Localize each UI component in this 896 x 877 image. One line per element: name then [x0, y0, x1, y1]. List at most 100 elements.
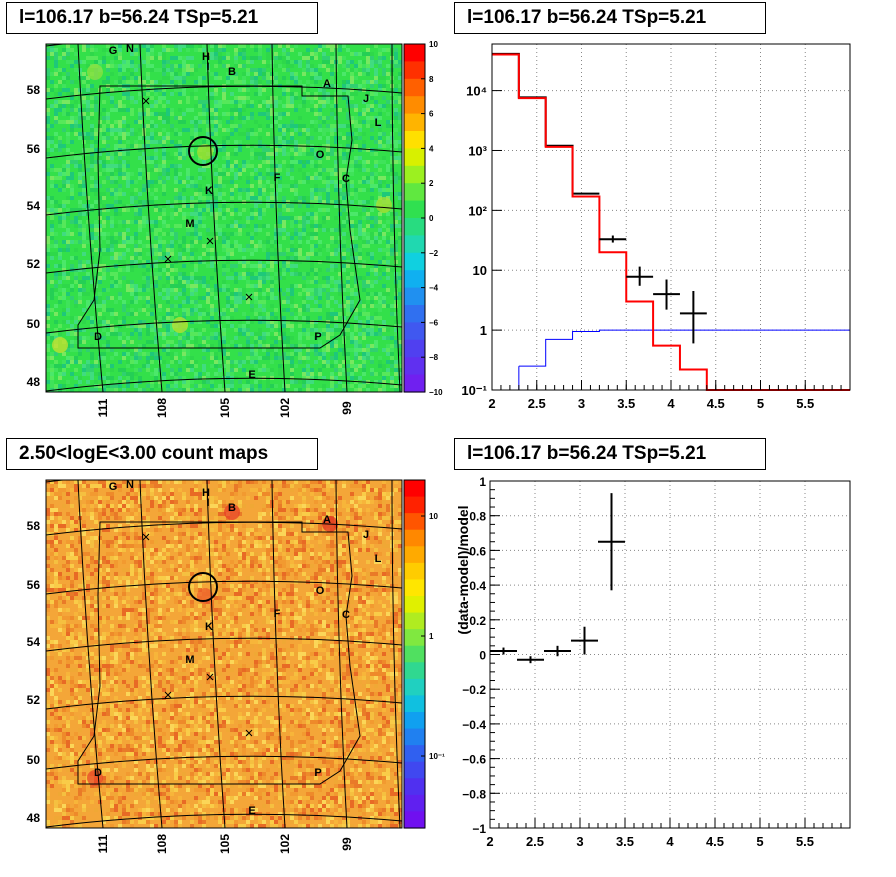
source-label: P	[314, 767, 321, 779]
colorbar-segment	[404, 288, 425, 306]
y-tick-label: 0.8	[469, 510, 486, 524]
y-tick-label: 0.4	[469, 579, 486, 593]
x-tick-label: 5.5	[796, 834, 814, 849]
lat-tick-label: 54	[27, 635, 41, 649]
source-label: J	[363, 93, 369, 105]
source-label: A	[323, 514, 331, 526]
colorbar-segment	[404, 148, 425, 166]
source-label: O	[316, 585, 325, 597]
y-tick-label: 10⁻¹	[461, 383, 487, 398]
lon-tick-label: 102	[278, 398, 292, 418]
source-label: F	[274, 172, 281, 184]
y-tick-label: 1	[479, 475, 486, 489]
x-tick-label: 5	[757, 396, 764, 411]
colorbar-segment	[404, 530, 425, 547]
colorbar-segment	[404, 662, 425, 679]
source-label: M	[185, 654, 194, 666]
lat-tick-label: 48	[27, 375, 41, 389]
y-tick-label: −0.2	[462, 683, 486, 697]
source-label: L	[375, 117, 382, 129]
colorbar-segment	[404, 596, 425, 613]
lat-tick-label: 52	[27, 257, 41, 271]
grid	[492, 44, 850, 390]
lon-tick-label: 111	[96, 834, 110, 853]
x-tick-label: 4.5	[707, 396, 725, 411]
x-tick-label: 3	[578, 396, 585, 411]
colorbar-segment	[404, 322, 425, 340]
colorbar-tick-label: 2	[429, 179, 434, 188]
lat-tick-label: 50	[27, 317, 41, 331]
y-tick-label: 0	[479, 649, 486, 663]
y-tick-label: −0.6	[462, 753, 486, 767]
colorbar-segment	[404, 745, 425, 762]
y-tick-label: 10³	[468, 143, 487, 158]
hot-spot	[172, 317, 188, 333]
source-label: C	[342, 609, 350, 621]
lat-tick-label: 56	[27, 578, 41, 592]
lon-tick-label: 105	[218, 398, 232, 418]
colorbar-tick-label: 10	[429, 40, 438, 49]
x-tick-label: 5.5	[796, 396, 814, 411]
colorbar-tick-label: 10⁻¹	[429, 752, 445, 761]
ts-map-title: l=106.17 b=56.24 TSp=5.21	[6, 2, 318, 34]
colorbar-segment	[404, 166, 425, 184]
colorbar-segment	[404, 579, 425, 596]
x-tick-label: 2	[486, 834, 493, 849]
y-tick-label: 1	[480, 323, 487, 338]
source-label: A	[323, 78, 331, 90]
source-label: B	[228, 66, 236, 78]
colorbar-tick-label: −2	[429, 249, 439, 258]
colorbar-segment	[404, 235, 425, 253]
source-label: K	[205, 185, 213, 197]
lon-tick-label: 102	[278, 834, 292, 854]
y-tick-label: 10²	[468, 203, 487, 218]
source-label: B	[228, 502, 236, 514]
lon-tick-label: 99	[340, 837, 354, 851]
colorbar-segment	[404, 480, 425, 497]
colorbar-segment	[404, 778, 425, 795]
colorbar-segment	[404, 96, 425, 114]
y-tick-label: −0.8	[462, 787, 486, 801]
colorbar-segment	[404, 375, 425, 393]
y-tick-label: −0.4	[462, 718, 486, 732]
hot-spot	[376, 197, 392, 213]
lon-tick-label: 108	[155, 834, 169, 854]
source-label: D	[94, 767, 102, 779]
colorbar-segment	[404, 253, 425, 271]
x-tick-label: 2	[488, 396, 495, 411]
lon-tick-label: 105	[218, 834, 232, 854]
source-label: F	[274, 608, 281, 620]
colorbar-segment	[404, 679, 425, 696]
source-label: P	[314, 331, 321, 343]
residual-title: l=106.17 b=56.24 TSp=5.21	[454, 438, 766, 470]
colorbar-tick-label: −6	[429, 318, 439, 327]
colorbar-tick-label: −10	[429, 388, 443, 397]
colorbar-tick-label: 1	[429, 632, 434, 641]
x-tick-label: 3	[576, 834, 583, 849]
y-tick-label: 0.2	[469, 614, 486, 628]
colorbar-segment	[404, 497, 425, 514]
lat-tick-label: 58	[27, 83, 41, 97]
colorbar-segment	[404, 762, 425, 779]
colorbar-segment	[404, 795, 425, 812]
y-tick-label: 10⁴	[466, 84, 487, 99]
colorbar-segment	[404, 811, 425, 828]
source-label: L	[375, 553, 382, 565]
x-tick-label: 3.5	[616, 834, 634, 849]
colorbar-segment	[404, 695, 425, 712]
colorbar-segment	[404, 183, 425, 201]
count-map-title: 2.50<logE<3.00 count maps	[6, 438, 318, 470]
source-label: G	[109, 481, 118, 493]
colorbar-tick-label: 4	[429, 144, 434, 153]
colorbar-segment	[404, 563, 425, 580]
colorbar-segment	[404, 44, 425, 62]
colorbar-segment	[404, 729, 425, 746]
colorbar-segment	[404, 629, 425, 646]
lon-tick-label: 99	[340, 401, 354, 415]
